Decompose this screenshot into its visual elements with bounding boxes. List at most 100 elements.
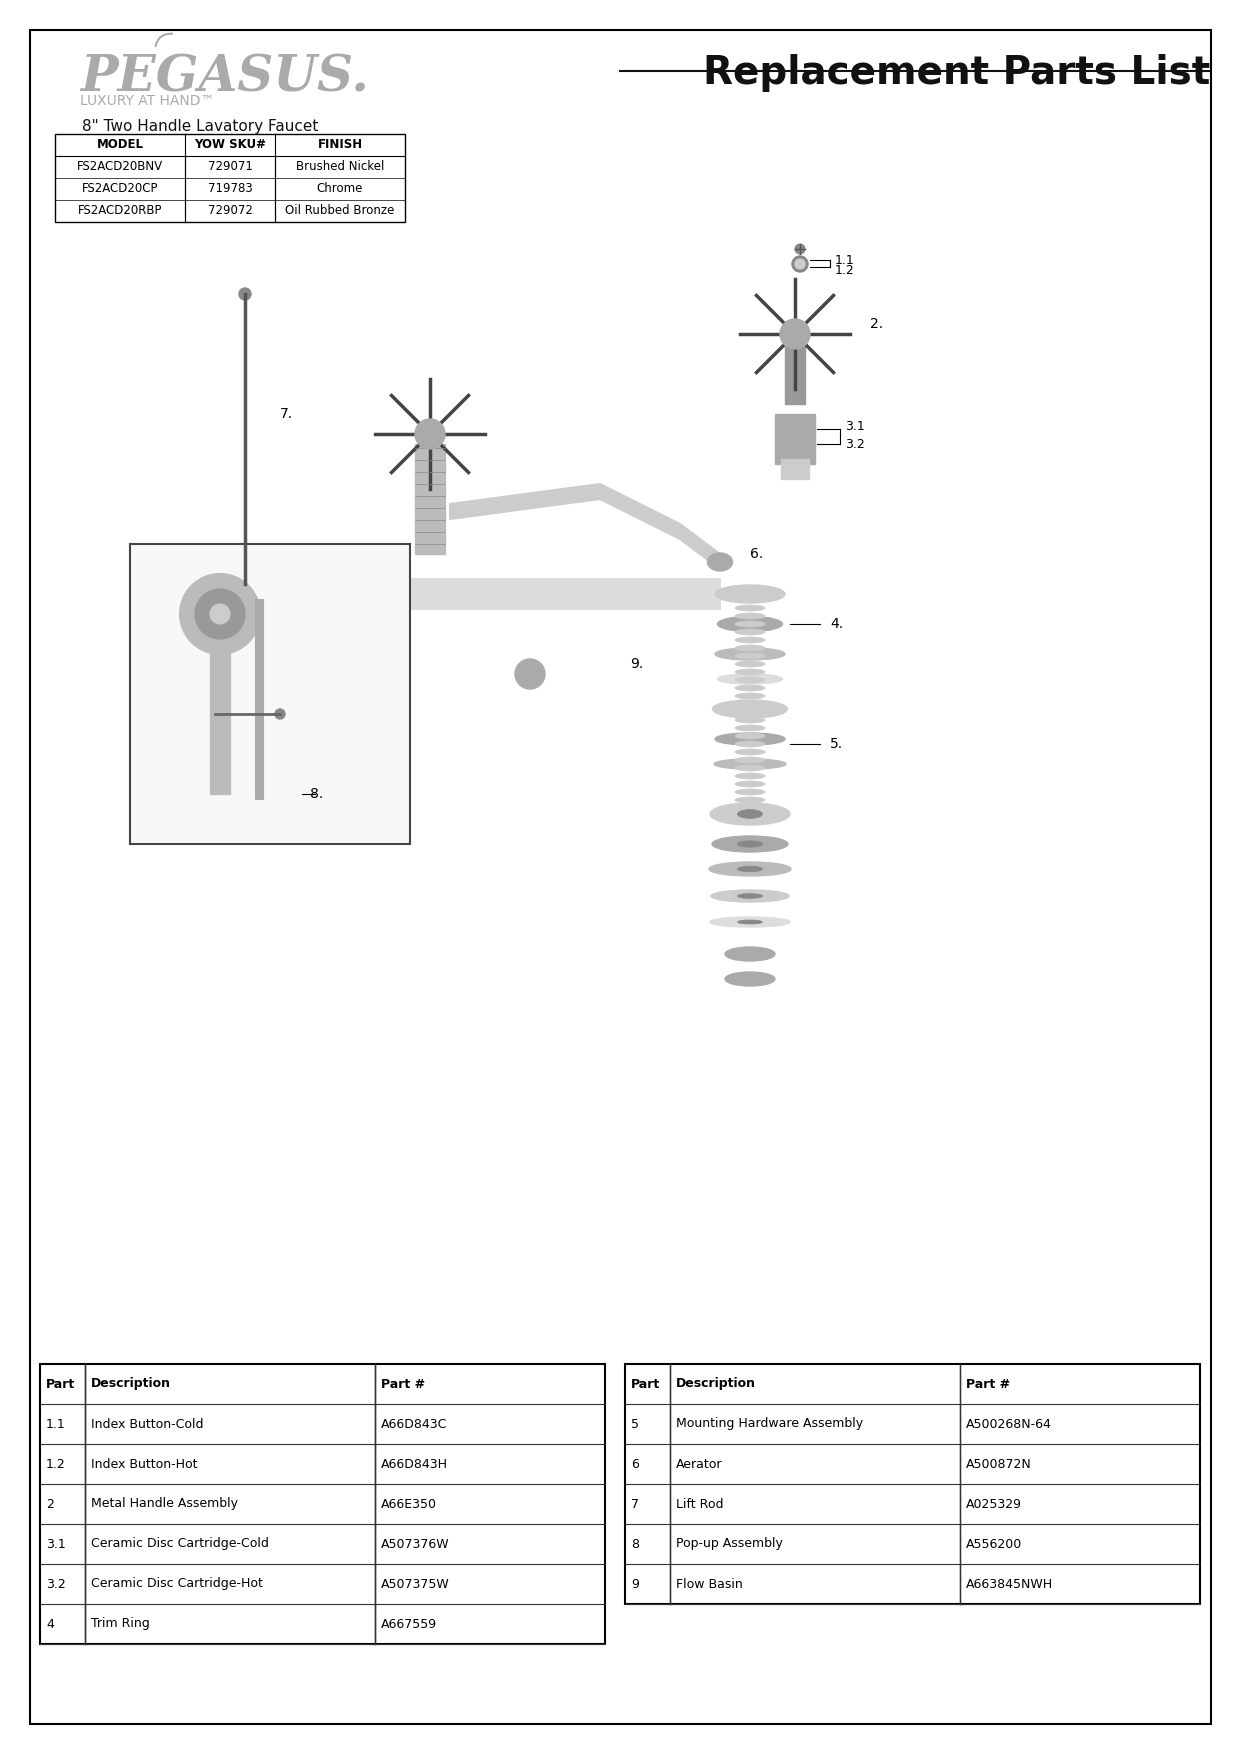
- Text: Ceramic Disc Cartridge-Cold: Ceramic Disc Cartridge-Cold: [91, 1538, 269, 1551]
- Text: Part #: Part #: [965, 1377, 1010, 1391]
- Ellipse shape: [735, 749, 764, 754]
- Ellipse shape: [735, 774, 764, 779]
- Polygon shape: [340, 579, 720, 609]
- Text: 8" Two Handle Lavatory Faucet: 8" Two Handle Lavatory Faucet: [82, 119, 318, 133]
- Text: A66E350: A66E350: [381, 1498, 437, 1510]
- Text: 4: 4: [46, 1617, 53, 1631]
- Ellipse shape: [735, 612, 764, 619]
- Ellipse shape: [717, 674, 783, 684]
- Circle shape: [792, 256, 808, 272]
- Circle shape: [195, 589, 244, 638]
- Ellipse shape: [712, 700, 788, 717]
- Text: 5.: 5.: [830, 737, 843, 751]
- Text: Oil Rubbed Bronze: Oil Rubbed Bronze: [285, 205, 395, 217]
- Text: A66D843H: A66D843H: [381, 1458, 448, 1470]
- Text: 1.1: 1.1: [835, 254, 855, 268]
- Ellipse shape: [735, 781, 764, 788]
- Text: Part: Part: [46, 1377, 76, 1391]
- Ellipse shape: [735, 724, 764, 731]
- Text: Aerator: Aerator: [676, 1458, 722, 1470]
- Ellipse shape: [710, 917, 791, 928]
- Text: 6: 6: [630, 1458, 639, 1470]
- Ellipse shape: [737, 921, 762, 924]
- Text: Description: Description: [91, 1377, 171, 1391]
- Ellipse shape: [735, 637, 764, 644]
- Text: 7.: 7.: [280, 407, 293, 421]
- Ellipse shape: [711, 889, 789, 902]
- Text: A025329: A025329: [965, 1498, 1023, 1510]
- Ellipse shape: [735, 789, 764, 795]
- Text: Pop-up Assembly: Pop-up Assembly: [676, 1538, 783, 1551]
- Ellipse shape: [717, 616, 783, 631]
- Text: A663845NWH: A663845NWH: [965, 1577, 1054, 1591]
- Text: 4.: 4.: [830, 617, 843, 631]
- Text: Lift Rod: Lift Rod: [676, 1498, 724, 1510]
- Ellipse shape: [715, 647, 786, 660]
- Text: A507375W: A507375W: [381, 1577, 449, 1591]
- Polygon shape: [450, 484, 720, 568]
- Text: 3.1: 3.1: [46, 1538, 66, 1551]
- Text: 9.: 9.: [630, 658, 643, 672]
- Text: Mounting Hardware Assembly: Mounting Hardware Assembly: [676, 1417, 864, 1431]
- Text: FINISH: FINISH: [318, 139, 362, 151]
- Ellipse shape: [735, 645, 764, 651]
- Ellipse shape: [735, 702, 764, 707]
- Text: A507376W: A507376W: [381, 1538, 449, 1551]
- Ellipse shape: [712, 837, 788, 852]
- Bar: [130, 544, 410, 844]
- Text: Part #: Part #: [381, 1377, 426, 1391]
- Text: 3.1: 3.1: [845, 421, 865, 433]
- Circle shape: [180, 574, 261, 654]
- Ellipse shape: [735, 677, 764, 682]
- Ellipse shape: [737, 893, 762, 898]
- Bar: [40, 1365, 606, 1643]
- Ellipse shape: [735, 605, 764, 610]
- Text: 3.2: 3.2: [46, 1577, 66, 1591]
- Text: Index Button-Hot: Index Button-Hot: [91, 1458, 197, 1470]
- Text: 8.: 8.: [310, 788, 323, 802]
- Circle shape: [515, 660, 545, 689]
- Text: FS2ACD20CP: FS2ACD20CP: [82, 182, 159, 195]
- Circle shape: [210, 603, 230, 624]
- Ellipse shape: [735, 652, 764, 660]
- Ellipse shape: [735, 661, 764, 667]
- Text: A500268N-64: A500268N-64: [965, 1417, 1052, 1431]
- Text: A667559: A667559: [381, 1617, 437, 1631]
- Circle shape: [414, 419, 446, 449]
- Text: 1.2: 1.2: [835, 265, 855, 277]
- Text: Chrome: Chrome: [316, 182, 364, 195]
- Bar: [781, 460, 809, 479]
- Text: Ceramic Disc Cartridge-Hot: Ceramic Disc Cartridge-Hot: [91, 1577, 263, 1591]
- Ellipse shape: [715, 586, 786, 603]
- Ellipse shape: [735, 765, 764, 772]
- Ellipse shape: [735, 740, 764, 747]
- Text: Trim Ring: Trim Ring: [91, 1617, 150, 1631]
- Text: 2: 2: [46, 1498, 53, 1510]
- Text: A66D843C: A66D843C: [381, 1417, 447, 1431]
- Text: Metal Handle Assembly: Metal Handle Assembly: [91, 1498, 238, 1510]
- Ellipse shape: [737, 866, 762, 872]
- Text: 1.1: 1.1: [46, 1417, 66, 1431]
- Text: LUXURY AT HAND™: LUXURY AT HAND™: [79, 95, 215, 109]
- Ellipse shape: [709, 861, 791, 875]
- Ellipse shape: [735, 686, 764, 691]
- Text: 7: 7: [630, 1498, 639, 1510]
- Text: 8: 8: [630, 1538, 639, 1551]
- Ellipse shape: [735, 758, 764, 763]
- Ellipse shape: [737, 840, 762, 847]
- Text: 719783: 719783: [207, 182, 252, 195]
- Ellipse shape: [737, 810, 762, 819]
- Bar: [254, 600, 263, 800]
- Ellipse shape: [725, 972, 774, 986]
- Text: Flow Basin: Flow Basin: [676, 1577, 743, 1591]
- Ellipse shape: [714, 759, 786, 768]
- Text: 2.: 2.: [870, 317, 884, 332]
- Ellipse shape: [735, 630, 764, 635]
- Text: FS2ACD20BNV: FS2ACD20BNV: [77, 161, 163, 174]
- Text: 729071: 729071: [207, 161, 252, 174]
- Bar: [414, 444, 446, 554]
- Text: A500872N: A500872N: [965, 1458, 1031, 1470]
- Circle shape: [240, 288, 251, 300]
- Ellipse shape: [735, 796, 764, 803]
- Circle shape: [781, 319, 810, 349]
